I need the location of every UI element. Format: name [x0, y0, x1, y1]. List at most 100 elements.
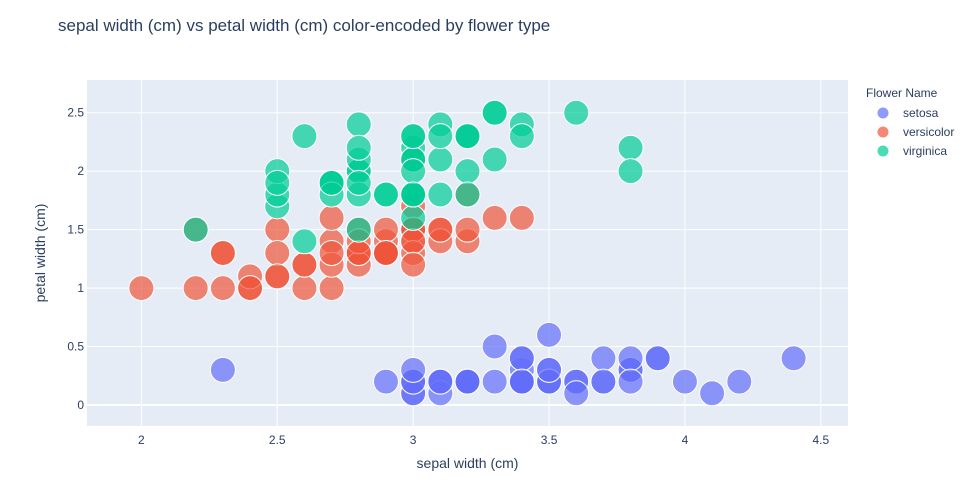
- data-point-versicolor: [209, 240, 236, 266]
- data-point-versicolor: [128, 275, 155, 302]
- x-tick-label: 2.5: [269, 433, 286, 447]
- data-point-virginica: [182, 216, 209, 243]
- data-point-setosa: [617, 368, 644, 395]
- data-point-virginica: [508, 123, 535, 150]
- series-setosa: [209, 321, 807, 407]
- data-point-setosa: [427, 368, 454, 395]
- data-point-setosa: [563, 380, 590, 407]
- data-point-virginica: [291, 123, 318, 150]
- data-point-virginica: [454, 158, 481, 185]
- data-point-virginica: [617, 158, 644, 185]
- x-axis-title: sepal width (cm): [417, 455, 519, 471]
- data-point-versicolor: [372, 240, 399, 266]
- data-point-versicolor: [345, 240, 372, 266]
- data-point-setosa: [780, 345, 807, 372]
- data-points: [128, 99, 807, 407]
- legend-title: Flower Name: [866, 86, 938, 100]
- y-axis-title: petal width (cm): [32, 204, 48, 303]
- data-point-setosa: [481, 368, 508, 395]
- data-point-virginica: [400, 123, 427, 150]
- data-point-versicolor: [291, 251, 318, 278]
- series-virginica: [182, 99, 644, 255]
- data-point-setosa: [400, 356, 427, 383]
- data-point-versicolor: [372, 216, 399, 243]
- data-point-versicolor: [264, 240, 291, 266]
- data-point-virginica: [291, 228, 318, 255]
- data-point-versicolor: [291, 275, 318, 302]
- data-point-virginica: [400, 181, 427, 208]
- data-point-versicolor: [318, 275, 345, 302]
- data-point-setosa: [508, 368, 535, 395]
- data-point-virginica: [345, 111, 372, 138]
- data-point-setosa: [671, 368, 698, 395]
- x-tick-label: 4: [682, 433, 689, 447]
- data-point-versicolor: [508, 204, 535, 231]
- data-point-setosa: [617, 345, 644, 372]
- x-axis-ticks: 2 2.5 3 3.5 4 4.5: [138, 433, 829, 447]
- data-point-setosa: [536, 321, 563, 348]
- data-point-setosa: [644, 345, 671, 372]
- data-point-setosa: [481, 333, 508, 360]
- data-point-virginica: [481, 146, 508, 173]
- legend-label: setosa: [903, 106, 939, 120]
- data-point-versicolor: [454, 216, 481, 243]
- legend-marker: [876, 144, 890, 158]
- y-tick-label: 0.5: [67, 340, 84, 354]
- data-point-virginica: [427, 146, 454, 173]
- data-point-versicolor: [264, 263, 291, 290]
- data-point-virginica: [372, 181, 399, 208]
- data-point-virginica: [454, 181, 481, 208]
- data-point-versicolor: [427, 216, 454, 243]
- x-tick-label: 3: [410, 433, 417, 447]
- data-point-virginica: [345, 169, 372, 196]
- data-point-virginica: [563, 99, 590, 126]
- y-tick-label: 2: [77, 164, 84, 178]
- data-point-setosa: [536, 356, 563, 383]
- data-point-virginica: [345, 216, 372, 243]
- data-point-virginica: [400, 204, 427, 231]
- data-point-setosa: [590, 368, 617, 395]
- data-point-virginica: [454, 123, 481, 150]
- data-point-setosa: [508, 345, 535, 372]
- data-point-versicolor: [400, 251, 427, 278]
- legend-marker: [876, 125, 890, 139]
- data-point-virginica: [427, 123, 454, 150]
- legend-label: versicolor: [903, 125, 954, 139]
- data-point-setosa: [454, 368, 481, 395]
- data-point-setosa: [209, 356, 236, 383]
- data-point-setosa: [372, 368, 399, 395]
- legend-item-virginica[interactable]: virginica: [876, 144, 947, 158]
- data-point-versicolor: [264, 216, 291, 243]
- data-point-virginica: [318, 169, 345, 196]
- legend: Flower Name setosa versicolor virginica: [866, 86, 954, 158]
- data-point-versicolor: [237, 275, 264, 302]
- legend-item-setosa[interactable]: setosa: [876, 106, 939, 120]
- data-point-virginica: [264, 169, 291, 196]
- data-point-virginica: [400, 158, 427, 185]
- data-point-versicolor: [400, 228, 427, 255]
- legend-item-versicolor[interactable]: versicolor: [876, 125, 954, 139]
- data-point-versicolor: [318, 204, 345, 231]
- data-point-versicolor: [182, 275, 209, 302]
- y-tick-label: 1: [77, 281, 84, 295]
- data-point-versicolor: [209, 275, 236, 302]
- legend-label: virginica: [903, 144, 947, 158]
- data-point-setosa: [699, 380, 726, 407]
- data-point-versicolor: [318, 240, 345, 266]
- y-axis-ticks: 0 0.5 1 1.5 2 2.5: [67, 106, 84, 412]
- data-point-virginica: [481, 99, 508, 126]
- x-tick-label: 3.5: [541, 433, 558, 447]
- data-point-virginica: [617, 134, 644, 161]
- y-tick-label: 0: [77, 398, 84, 412]
- data-point-virginica: [427, 181, 454, 208]
- legend-marker: [876, 106, 890, 120]
- y-tick-label: 2.5: [67, 106, 84, 120]
- x-tick-label: 2: [138, 433, 145, 447]
- y-tick-label: 1.5: [67, 223, 84, 237]
- data-point-versicolor: [481, 204, 508, 231]
- chart-title: sepal width (cm) vs petal width (cm) col…: [58, 16, 550, 35]
- data-point-setosa: [590, 345, 617, 372]
- data-point-setosa: [726, 368, 753, 395]
- x-tick-label: 4.5: [812, 433, 829, 447]
